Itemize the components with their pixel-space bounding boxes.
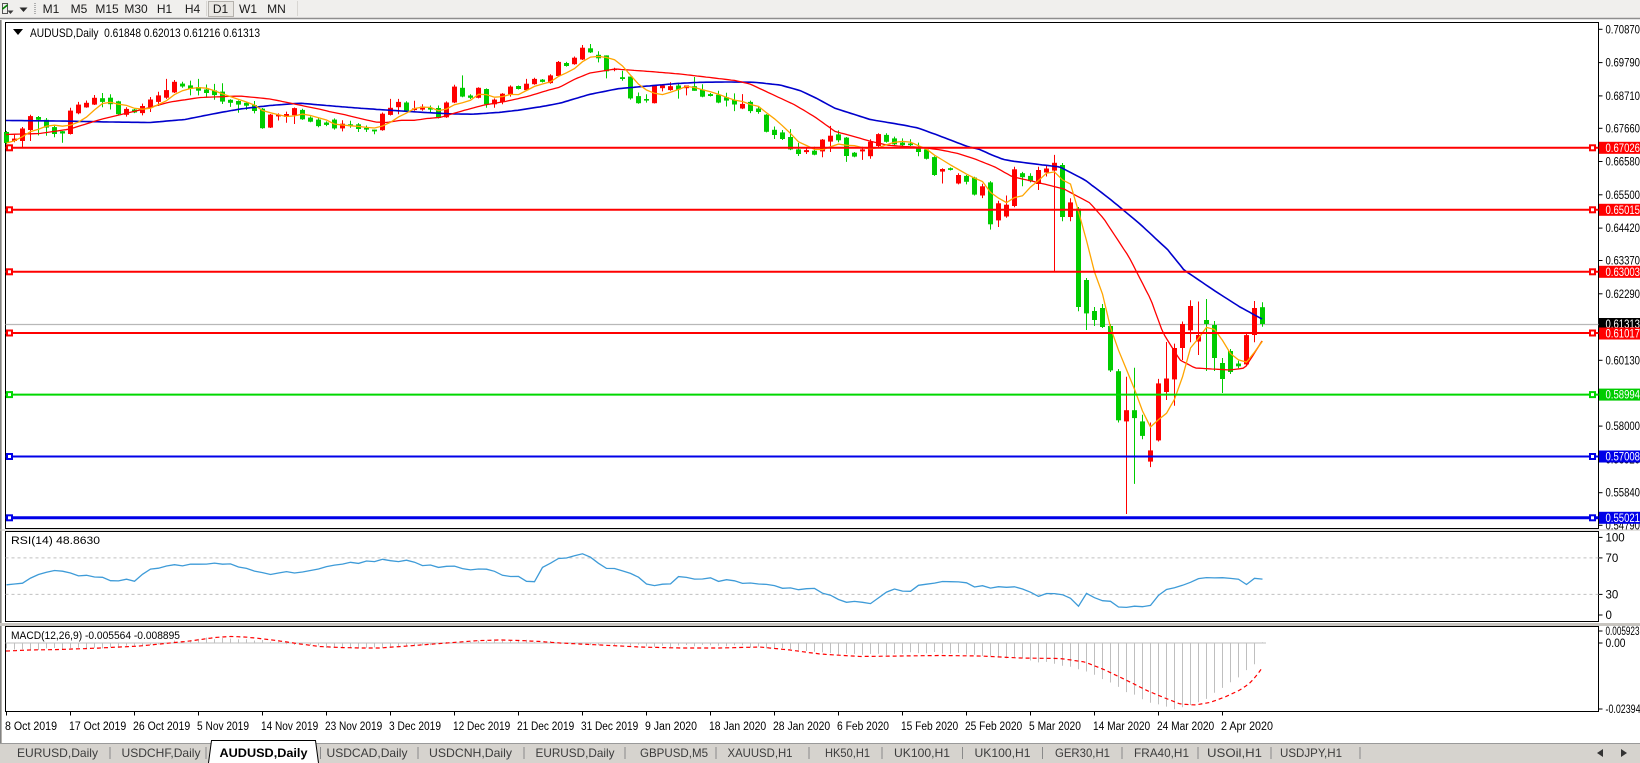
svg-text:0.64420: 0.64420 xyxy=(1606,223,1640,235)
svg-text:0.005923: 0.005923 xyxy=(1606,626,1640,638)
svg-text:0.61017: 0.61017 xyxy=(1606,329,1640,341)
svg-text:GBPUSD,M5: GBPUSD,M5 xyxy=(640,746,708,760)
svg-text:0.63370: 0.63370 xyxy=(1606,256,1640,268)
svg-text:UK100,H1: UK100,H1 xyxy=(975,746,1031,760)
svg-text:3 Dec 2019: 3 Dec 2019 xyxy=(389,721,441,733)
svg-text:21 Dec 2019: 21 Dec 2019 xyxy=(517,721,574,733)
svg-text:0.67026: 0.67026 xyxy=(1606,143,1640,155)
svg-text:M1: M1 xyxy=(43,2,60,16)
svg-text:30: 30 xyxy=(1606,589,1619,601)
svg-text:15 Feb 2020: 15 Feb 2020 xyxy=(901,721,958,733)
svg-text:14 Nov 2019: 14 Nov 2019 xyxy=(261,721,318,733)
svg-text:18 Jan 2020: 18 Jan 2020 xyxy=(709,721,766,733)
svg-text:0.65500: 0.65500 xyxy=(1606,190,1640,202)
svg-text:0.55021: 0.55021 xyxy=(1606,513,1640,525)
svg-text:W1: W1 xyxy=(239,2,257,16)
svg-text:EURUSD,Daily: EURUSD,Daily xyxy=(536,746,615,760)
svg-text:23 Nov 2019: 23 Nov 2019 xyxy=(325,721,382,733)
svg-text:0.66580: 0.66580 xyxy=(1606,157,1640,169)
svg-text:RSI(14) 48.8630: RSI(14) 48.8630 xyxy=(11,535,100,547)
svg-text:0.60130: 0.60130 xyxy=(1606,355,1640,367)
svg-text:5 Nov 2019: 5 Nov 2019 xyxy=(197,721,249,733)
svg-text:GER30,H1: GER30,H1 xyxy=(1055,746,1110,760)
svg-text:5 Mar 2020: 5 Mar 2020 xyxy=(1029,721,1081,733)
svg-text:MACD(12,26,9) -0.005564 -0.008: MACD(12,26,9) -0.005564 -0.008895 xyxy=(11,630,180,642)
svg-text:0.62290: 0.62290 xyxy=(1606,289,1640,301)
svg-text:0: 0 xyxy=(1606,610,1612,622)
svg-text:70: 70 xyxy=(1606,553,1619,565)
svg-text:USDCHF,Daily: USDCHF,Daily xyxy=(122,746,201,760)
svg-text:9 Jan 2020: 9 Jan 2020 xyxy=(645,721,697,733)
svg-text:0.58994: 0.58994 xyxy=(1606,390,1640,402)
svg-text:EURUSD,Daily: EURUSD,Daily xyxy=(17,746,98,760)
svg-text:FRA40,H1: FRA40,H1 xyxy=(1134,746,1189,760)
svg-text:USDCNH,Daily: USDCNH,Daily xyxy=(429,746,512,760)
svg-text:28 Jan 2020: 28 Jan 2020 xyxy=(773,721,830,733)
svg-text:-0.02394: -0.02394 xyxy=(1606,704,1640,716)
svg-text:24 Mar 2020: 24 Mar 2020 xyxy=(1157,721,1214,733)
svg-text:17 Oct 2019: 17 Oct 2019 xyxy=(69,721,126,733)
svg-text:25 Feb 2020: 25 Feb 2020 xyxy=(965,721,1022,733)
svg-text:H1: H1 xyxy=(157,2,173,16)
svg-text:100: 100 xyxy=(1606,532,1625,544)
svg-text:0.70870: 0.70870 xyxy=(1606,24,1640,36)
svg-text:H4: H4 xyxy=(185,2,201,16)
svg-text:0.63003: 0.63003 xyxy=(1606,267,1640,279)
svg-text:M5: M5 xyxy=(71,2,88,16)
svg-text:6 Feb 2020: 6 Feb 2020 xyxy=(837,721,889,733)
svg-text:2 Apr 2020: 2 Apr 2020 xyxy=(1221,721,1273,733)
svg-text:XAUUSD,H1: XAUUSD,H1 xyxy=(728,746,793,760)
svg-text:0.00: 0.00 xyxy=(1606,638,1626,650)
svg-text:M30: M30 xyxy=(124,2,148,16)
svg-text:HK50,H1: HK50,H1 xyxy=(825,746,870,760)
svg-text:0.69790: 0.69790 xyxy=(1606,58,1640,70)
svg-text:USDCAD,Daily: USDCAD,Daily xyxy=(327,746,408,760)
svg-text:0.58000: 0.58000 xyxy=(1606,421,1640,433)
svg-text:0.65015: 0.65015 xyxy=(1606,205,1640,217)
svg-text:0.57008: 0.57008 xyxy=(1606,452,1640,464)
svg-text:UK100,H1: UK100,H1 xyxy=(894,746,950,760)
svg-text:31 Dec 2019: 31 Dec 2019 xyxy=(581,721,638,733)
svg-text:AUDUSD,Daily 0.61848 0.62013: AUDUSD,Daily 0.61848 0.62013 0.61216 0.6… xyxy=(30,26,260,40)
svg-text:26 Oct 2019: 26 Oct 2019 xyxy=(133,721,190,733)
svg-text:0.67660: 0.67660 xyxy=(1606,123,1640,135)
svg-text:8 Oct 2019: 8 Oct 2019 xyxy=(5,721,57,733)
svg-text:M15: M15 xyxy=(95,2,119,16)
svg-text:0.68710: 0.68710 xyxy=(1606,91,1640,103)
svg-text:MN: MN xyxy=(267,2,286,16)
svg-text:14 Mar 2020: 14 Mar 2020 xyxy=(1093,721,1150,733)
svg-text:USOil,H1: USOil,H1 xyxy=(1207,746,1262,760)
svg-text:0.55840: 0.55840 xyxy=(1606,488,1640,500)
svg-text:USDJPY,H1: USDJPY,H1 xyxy=(1280,746,1342,760)
svg-text:D1: D1 xyxy=(213,2,229,16)
svg-text:12 Dec 2019: 12 Dec 2019 xyxy=(453,721,510,733)
svg-text:AUDUSD,Daily: AUDUSD,Daily xyxy=(220,746,308,760)
